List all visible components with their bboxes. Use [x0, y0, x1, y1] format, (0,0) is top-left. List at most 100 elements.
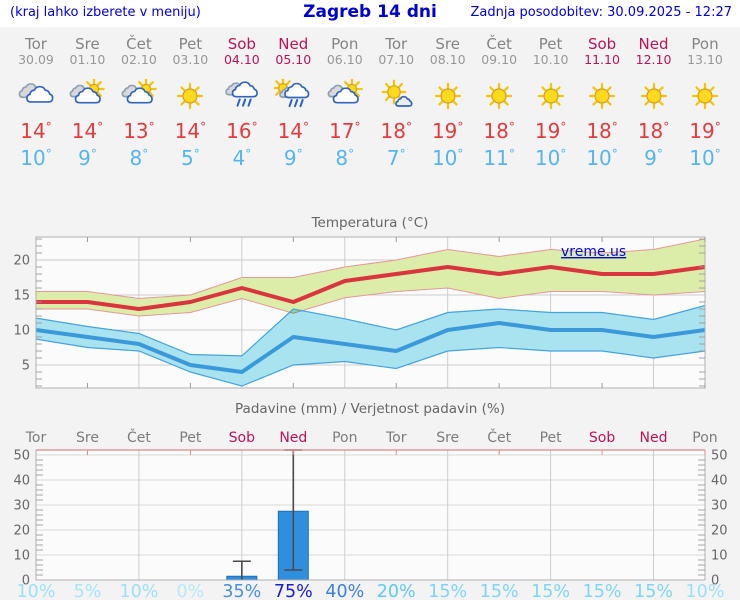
day-name: Čet — [126, 35, 152, 53]
svg-text:15: 15 — [13, 289, 30, 304]
svg-text:40: 40 — [711, 474, 728, 489]
precip-probability-label: 10% — [119, 582, 158, 600]
svg-text:5: 5 — [22, 359, 30, 374]
partly-cloudy-icon — [327, 78, 363, 104]
max-temperature: 19° — [534, 119, 567, 143]
svg-text:10: 10 — [13, 549, 30, 564]
day-column: Ned 12.10 18° 9° — [626, 28, 682, 172]
day-name: Sre — [75, 35, 100, 53]
svg-text:10: 10 — [711, 549, 728, 564]
sunny-icon — [177, 82, 204, 110]
svg-text:10: 10 — [13, 324, 30, 339]
precip-probability-label: 15% — [531, 582, 570, 600]
last-update-timestamp: Zadnja posodobitev: 30.09.2025 - 12:27 — [470, 5, 732, 20]
page-header: (kraj lahko izberete v meniju) Zagreb 14… — [0, 0, 740, 27]
min-temperature: 10° — [534, 146, 567, 170]
min-temperature: 9° — [283, 146, 303, 170]
day-column: Pon 06.10 17° 8° — [317, 28, 373, 172]
day-column: Sre 08.10 19° 10° — [420, 28, 476, 172]
min-temperature: 4° — [232, 146, 252, 170]
max-temperature: 18° — [586, 119, 618, 143]
max-temperature: 18° — [483, 119, 515, 143]
svg-text:Padavine (mm) / Verjetnost pad: Padavine (mm) / Verjetnost padavin (%) — [235, 401, 505, 417]
day-date: 09.10 — [481, 52, 518, 67]
max-temperature: 14° — [174, 119, 207, 143]
day-date: 12.10 — [635, 52, 672, 67]
svg-text:30: 30 — [711, 499, 728, 514]
max-temperature: 14° — [71, 119, 104, 143]
svg-text:Temperatura (°C): Temperatura (°C) — [311, 215, 429, 231]
svg-text:0: 0 — [711, 574, 719, 589]
day-column: Pet 10.10 19° 10° — [523, 28, 579, 172]
page-title: Zagreb 14 dni — [303, 2, 437, 22]
precip-day-label: Sob — [589, 430, 615, 446]
min-temperature: 8° — [335, 146, 355, 170]
precip-probability-label: 15% — [428, 582, 467, 600]
day-date: 11.10 — [584, 52, 620, 67]
min-temperature: 10° — [689, 146, 721, 170]
precip-probability-label: 35% — [222, 582, 261, 600]
precip-day-label: Tor — [25, 430, 47, 446]
day-name: Tor — [385, 35, 408, 53]
precip-day-label: Čet — [127, 428, 151, 446]
day-name: Ned — [278, 35, 309, 53]
svg-text:20: 20 — [13, 254, 30, 269]
day-column: Tor 30.09 14° 10° — [8, 28, 64, 172]
precip-day-label: Pet — [179, 430, 202, 446]
svg-text:0: 0 — [22, 574, 30, 589]
day-date: 01.10 — [69, 52, 106, 67]
watermark-link[interactable]: vreme.us — [561, 244, 626, 260]
max-temperature: 17° — [329, 119, 361, 143]
mostly-sunny-icon — [381, 79, 413, 107]
precip-probability-label: 15% — [634, 582, 673, 600]
max-temperature: 18° — [380, 119, 412, 143]
day-column: Pet 03.10 14° 5° — [162, 28, 218, 172]
precip-probability-label: 20% — [377, 582, 416, 600]
day-name: Sob — [227, 35, 256, 53]
precip-probability-label: 5% — [74, 582, 102, 600]
max-temperature: 19° — [431, 119, 464, 143]
svg-text:20: 20 — [711, 524, 728, 539]
precip-day-label: Pon — [332, 430, 357, 446]
day-date: 04.10 — [223, 52, 260, 67]
min-temperature: 10° — [586, 146, 618, 170]
sunny-icon — [537, 82, 564, 110]
day-date: 07.10 — [378, 52, 415, 67]
temperature-chart: Temperatura (°C) 5 10 15 20 vreme.us — [13, 215, 706, 389]
max-temperature: 14° — [277, 119, 310, 143]
svg-text:50: 50 — [711, 449, 728, 464]
sunny-icon — [588, 82, 616, 110]
location-menu-hint: (kraj lahko izberete v meniju) — [10, 5, 201, 20]
day-date: 06.10 — [326, 52, 363, 67]
min-temperature: 11° — [483, 146, 515, 170]
day-name: Čet — [486, 35, 512, 53]
max-temperature: 13° — [123, 119, 155, 143]
precip-day-label: Sob — [229, 430, 255, 446]
day-name: Pon — [331, 35, 359, 53]
precip-probability-label: 40% — [325, 582, 364, 600]
sun-shower-icon — [272, 77, 310, 108]
day-column: Čet 02.10 13° 8° — [111, 28, 167, 172]
day-date: 03.10 — [172, 52, 209, 67]
day-name: Sre — [435, 35, 460, 53]
min-temperature: 9° — [644, 146, 663, 170]
max-temperature: 19° — [689, 119, 721, 143]
cloudy-icon — [18, 83, 54, 103]
partly-cloudy-icon — [121, 78, 157, 104]
min-temperature: 7° — [386, 146, 406, 170]
rain-icon — [225, 81, 258, 107]
day-name: Tor — [25, 35, 47, 53]
day-column: Sob 11.10 18° 10° — [574, 28, 630, 172]
forecast-strip: Tor 30.09 14° 10° Sre 01.10 14° 9° Čet 02.10 13° 8°… — [0, 28, 740, 208]
min-temperature: 10° — [431, 146, 464, 170]
day-name: Pet — [178, 35, 203, 53]
day-date: 02.10 — [121, 52, 157, 67]
sunny-icon — [485, 82, 513, 110]
sunny-icon — [640, 82, 667, 110]
svg-text:30: 30 — [13, 499, 30, 514]
sunny-icon — [434, 82, 461, 110]
precip-probability-label: 15% — [480, 582, 519, 600]
min-temperature: 10° — [20, 146, 52, 170]
min-temperature: 8° — [129, 146, 149, 170]
